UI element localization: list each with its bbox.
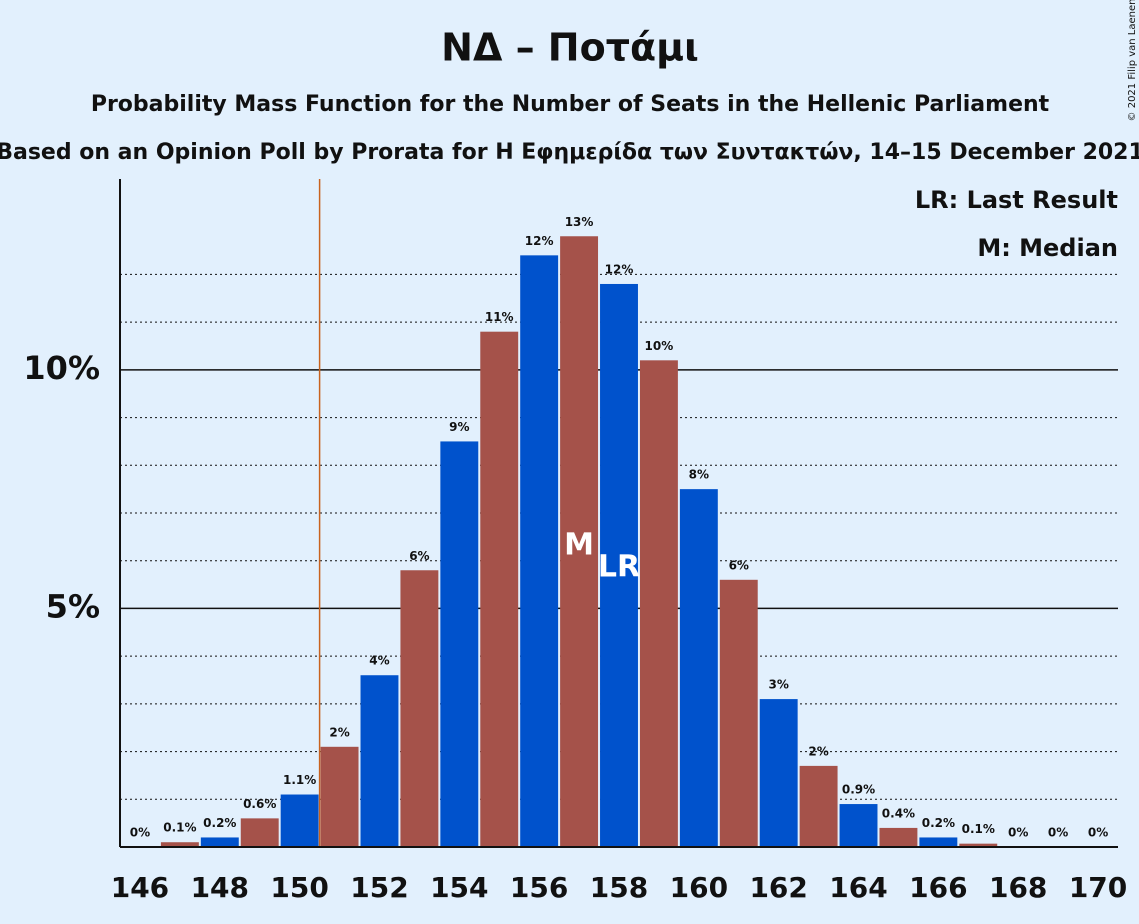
- bar: [160, 842, 199, 847]
- bar: [280, 794, 319, 847]
- value-label: 0.9%: [842, 783, 875, 797]
- bar: [200, 837, 239, 847]
- value-label: 0%: [1008, 826, 1028, 840]
- value-label: 8%: [689, 468, 709, 482]
- value-label: 6%: [729, 558, 749, 572]
- annotation: LR: [598, 550, 640, 585]
- value-label: 4%: [369, 654, 389, 668]
- bar: [679, 489, 718, 847]
- bar: [719, 579, 758, 847]
- bar: [759, 699, 798, 847]
- value-label: 0.2%: [922, 816, 955, 830]
- value-label: 0%: [1048, 826, 1068, 840]
- value-label: 0.2%: [203, 816, 236, 830]
- value-label: 9%: [449, 420, 469, 434]
- chart-subtitle: Probability Mass Function for the Number…: [91, 92, 1050, 117]
- x-tick-label: 158: [590, 871, 648, 904]
- value-label: 2%: [808, 744, 828, 758]
- value-label: 0%: [1088, 826, 1108, 840]
- value-label: 3%: [768, 678, 788, 692]
- value-label: 0.1%: [163, 821, 196, 835]
- value-label: 6%: [409, 549, 429, 563]
- bar: [440, 441, 479, 847]
- x-tick-label: 168: [989, 871, 1047, 904]
- value-label: 12%: [525, 234, 554, 248]
- value-label: 0%: [130, 826, 150, 840]
- value-label: 13%: [565, 215, 594, 229]
- copyright: © 2021 Filip van Laenen: [1127, 0, 1138, 121]
- value-label: 2%: [329, 725, 349, 739]
- bar: [240, 818, 279, 847]
- bar: [919, 837, 958, 847]
- bar: [879, 827, 918, 847]
- value-label: 12%: [605, 262, 634, 276]
- chart-source: Based on an Opinion Poll by Prorata for …: [0, 140, 1139, 165]
- bar: [600, 283, 638, 847]
- value-label: 10%: [645, 339, 674, 353]
- x-tick-label: 156: [510, 871, 568, 904]
- bar: [560, 236, 599, 847]
- x-tick-label: 152: [350, 871, 408, 904]
- x-tick-label: 148: [191, 871, 249, 904]
- bar: [839, 804, 878, 847]
- bar: [480, 331, 519, 848]
- value-label: 0.1%: [962, 822, 995, 836]
- x-tick-label: 160: [670, 871, 728, 904]
- bar: [360, 675, 399, 847]
- value-label: 11%: [485, 310, 514, 324]
- bar: [520, 255, 559, 848]
- bar: [799, 765, 838, 847]
- legend-entry: LR: Last Result: [915, 186, 1118, 214]
- x-tick-label: 164: [829, 871, 887, 904]
- x-tick-label: 154: [430, 871, 488, 904]
- value-label: 0.4%: [882, 806, 915, 820]
- bar: [639, 360, 678, 847]
- value-label: 1.1%: [283, 773, 316, 787]
- y-tick-label: 10%: [23, 349, 100, 387]
- x-tick-label: 166: [909, 871, 967, 904]
- legend-entry: M: Median: [977, 234, 1118, 262]
- bar: [320, 746, 359, 847]
- chart-title: ΝΔ – Ποτάμι: [441, 26, 699, 70]
- x-tick-label: 146: [111, 871, 169, 904]
- annotation: M: [564, 528, 594, 563]
- y-tick-label: 5%: [46, 587, 100, 625]
- x-tick-label: 150: [270, 871, 328, 904]
- x-tick-label: 162: [749, 871, 807, 904]
- x-tick-label: 170: [1069, 871, 1127, 904]
- value-label: 0.6%: [243, 797, 276, 811]
- bar: [959, 843, 998, 847]
- bar: [400, 570, 439, 847]
